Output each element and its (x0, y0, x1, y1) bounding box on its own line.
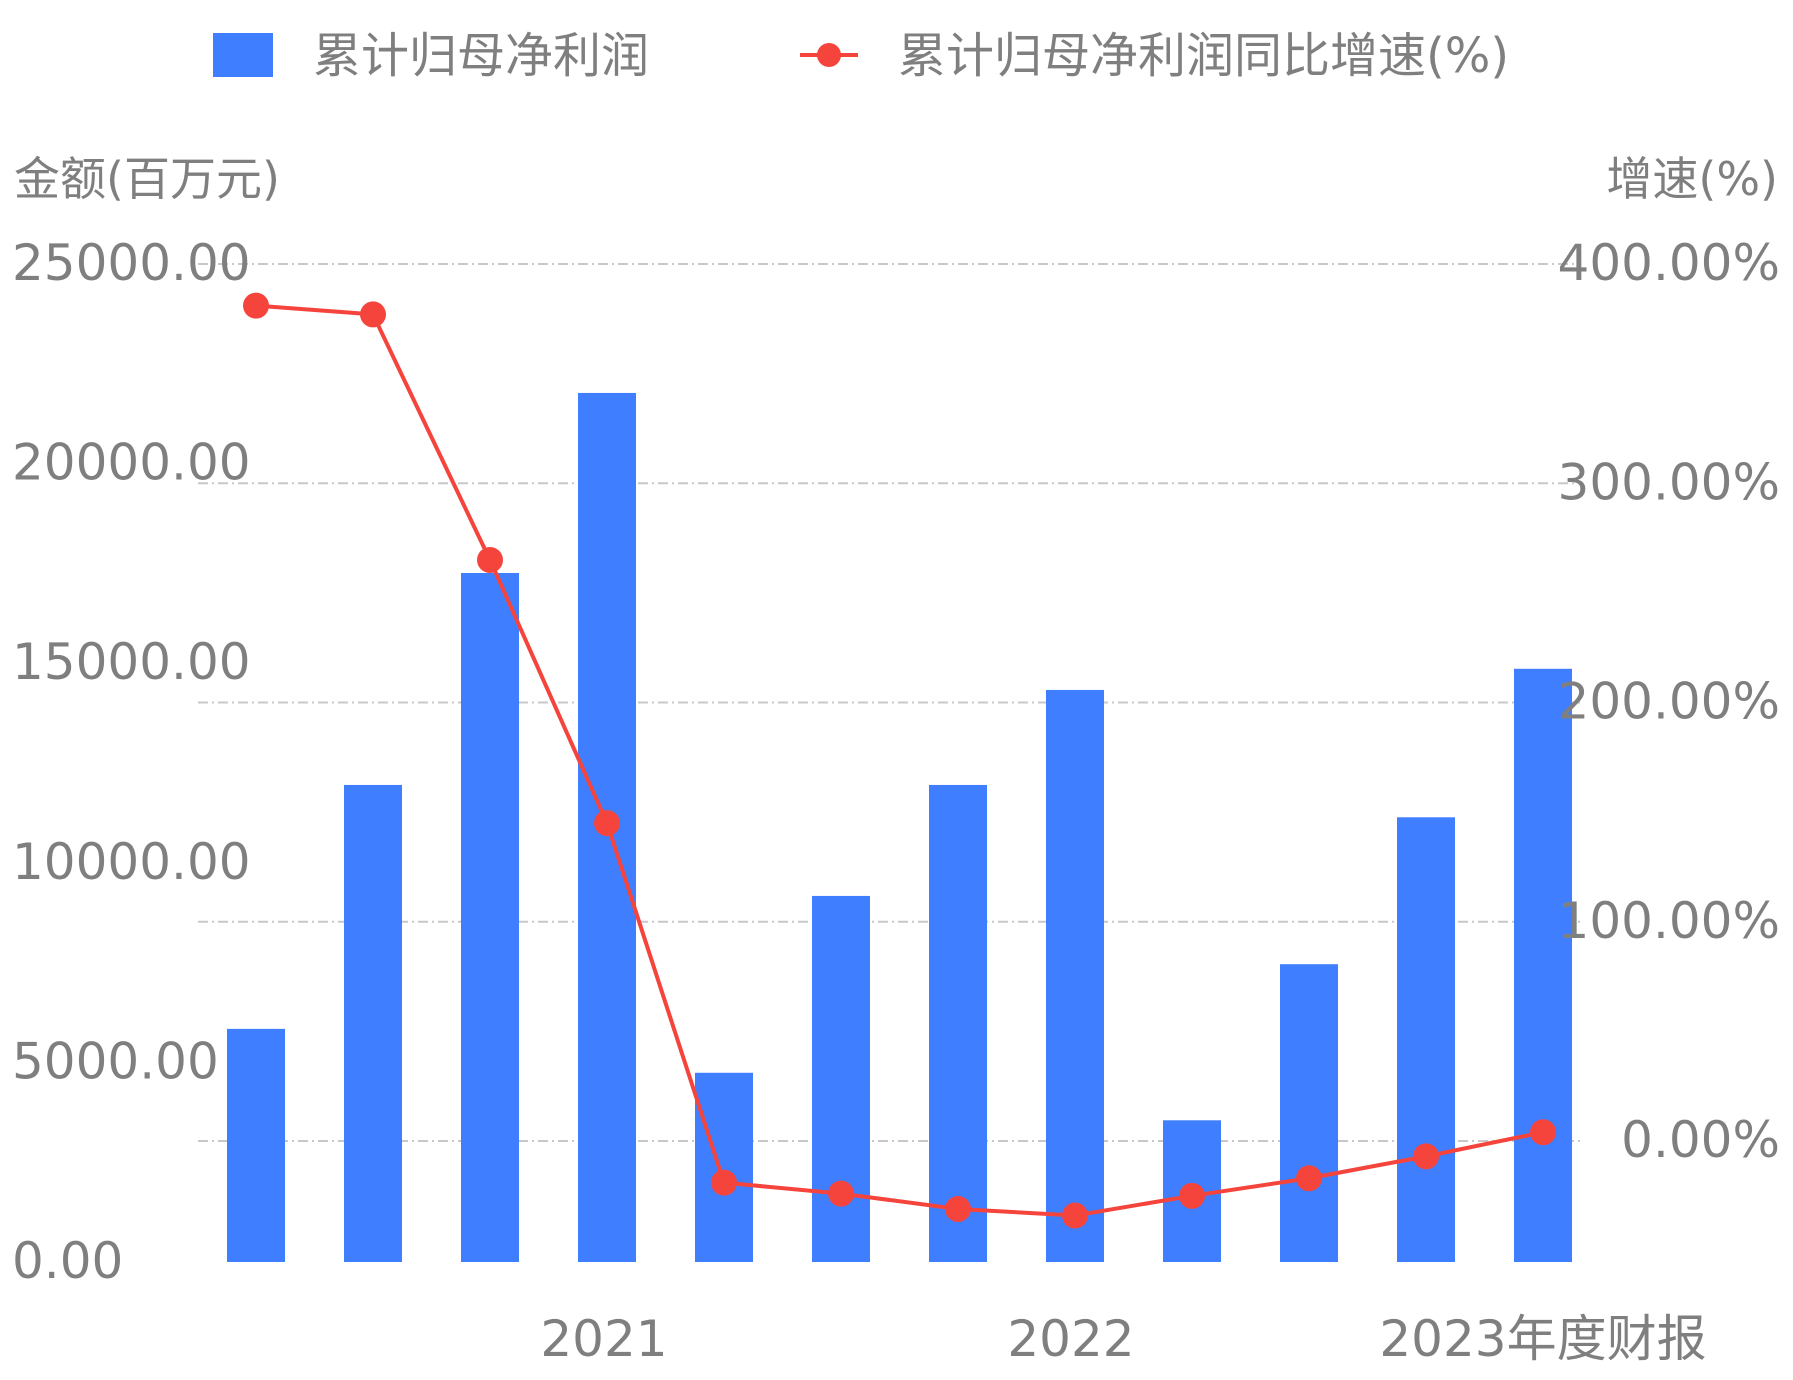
left-axis-title: 金额(百万元) (14, 152, 280, 206)
legend-bar-swatch (213, 33, 273, 77)
growth-point-1 (243, 292, 269, 319)
line-series (243, 292, 1556, 1229)
left-tick-label: 0.00 (12, 1232, 123, 1290)
bar-6 (812, 895, 870, 1262)
growth-point-12 (1530, 1119, 1556, 1146)
right-tick-label: 100.00% (1558, 892, 1780, 950)
bar-12 (1514, 668, 1572, 1262)
left-tick-label: 10000.00 (12, 833, 251, 891)
growth-point-10 (1296, 1165, 1322, 1192)
growth-point-5 (711, 1169, 737, 1196)
x-tick-label: 2021 (540, 1310, 667, 1368)
right-tick-label: 200.00% (1558, 673, 1780, 731)
growth-point-2 (360, 301, 386, 328)
bar-7 (929, 784, 987, 1262)
growth-line (255, 303, 1544, 1218)
growth-point-9 (1179, 1182, 1205, 1209)
right-tick-label: 300.00% (1558, 453, 1780, 511)
legend: 累计归母净利润 累计归母净利润同比增速(%) (213, 28, 1509, 84)
growth-point-7 (945, 1195, 971, 1222)
bar-10 (1280, 964, 1338, 1262)
growth-point-3 (477, 546, 503, 573)
growth-point-4 (594, 810, 620, 837)
bar-2 (344, 784, 402, 1262)
bar-3 (461, 572, 519, 1262)
tick-labels: 0.00 5000.00 10000.00 15000.00 20000.00 25000… (12, 234, 1780, 1368)
growth-point-6 (828, 1180, 854, 1207)
right-tick-label: 0.00% (1621, 1111, 1780, 1169)
x-tick-label: 2022 (1007, 1310, 1134, 1368)
left-tick-label: 20000.00 (12, 434, 251, 492)
right-axis-title: 增速(%) (1606, 152, 1778, 206)
left-tick-label: 15000.00 (12, 633, 251, 691)
growth-point-8 (1062, 1202, 1088, 1229)
right-tick-label: 400.00% (1558, 234, 1780, 292)
bar-11 (1397, 817, 1455, 1262)
legend-line-label: 累计归母净利润同比增速(%) (898, 28, 1509, 84)
bar-series (227, 392, 1572, 1262)
growth-point-11 (1413, 1143, 1439, 1170)
x-tick-label: 2023年度财报 (1379, 1310, 1706, 1368)
legend-line-marker (817, 43, 841, 67)
bar-1 (227, 1028, 285, 1262)
bar-5 (695, 1072, 753, 1262)
left-tick-label: 5000.00 (12, 1032, 219, 1090)
bar-8 (1046, 689, 1104, 1262)
legend-bar-label: 累计归母净利润 (313, 28, 649, 84)
gridlines (198, 263, 1580, 1142)
left-tick-label: 25000.00 (12, 234, 251, 292)
